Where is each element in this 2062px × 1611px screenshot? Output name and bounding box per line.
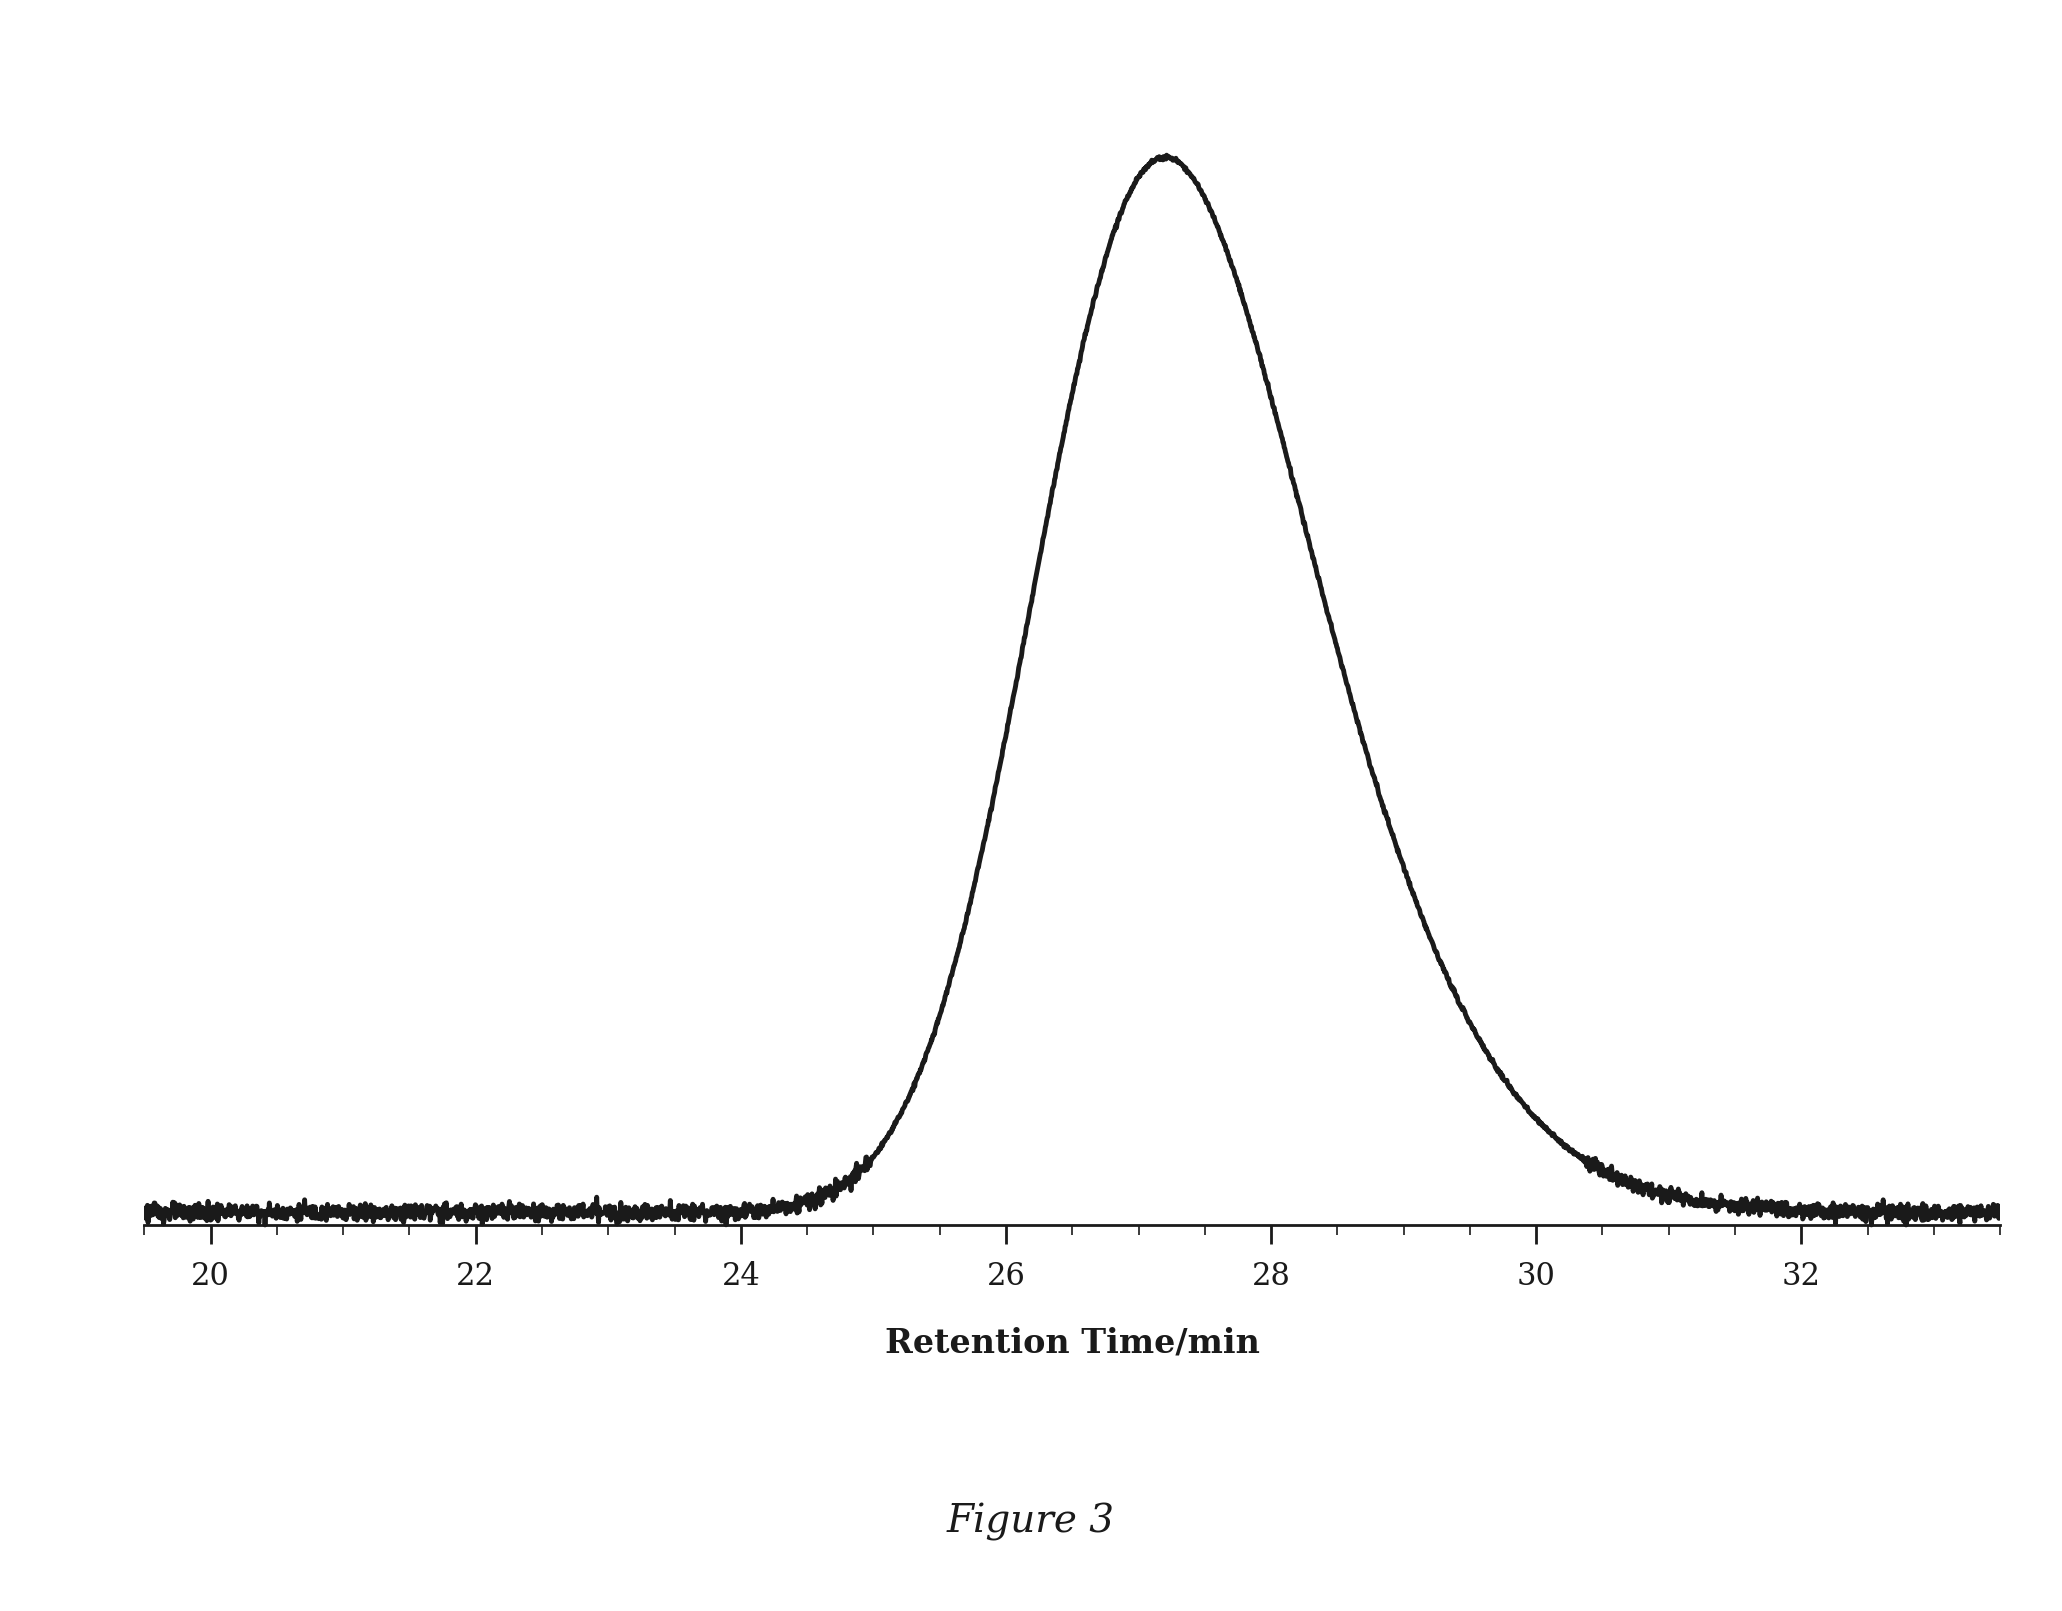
X-axis label: Retention Time/min: Retention Time/min [885, 1327, 1260, 1360]
Text: Figure 3: Figure 3 [946, 1503, 1116, 1542]
